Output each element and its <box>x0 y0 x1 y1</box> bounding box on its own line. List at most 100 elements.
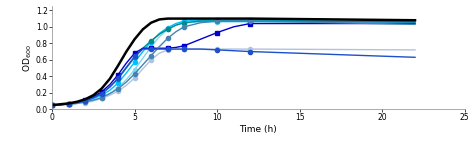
icd <box>156 32 162 34</box>
fumA <box>214 49 220 51</box>
fumA <box>82 100 88 102</box>
cra <box>132 56 137 58</box>
cra <box>231 20 237 22</box>
M935m <box>57 103 63 105</box>
icd <box>82 100 88 102</box>
sucA <box>148 47 154 49</box>
sdhC <box>99 97 104 99</box>
sucA <box>214 32 220 34</box>
mdh <box>214 21 220 23</box>
fumA <box>247 51 253 52</box>
icd <box>247 19 253 21</box>
icd <box>66 103 72 105</box>
sucA <box>231 26 237 28</box>
M935m <box>91 94 96 96</box>
sucC <box>231 48 237 50</box>
sucA <box>132 52 137 54</box>
M935m <box>82 98 88 100</box>
icd <box>107 89 113 91</box>
sucC <box>173 48 179 50</box>
M935m <box>99 88 104 90</box>
mdh <box>173 24 179 26</box>
sdhC <box>66 103 72 105</box>
sucA <box>91 96 96 98</box>
mdh <box>181 22 187 24</box>
cra <box>214 20 220 22</box>
sucC <box>165 49 171 51</box>
sucC <box>181 48 187 50</box>
mdh <box>49 104 55 106</box>
icd <box>124 72 129 74</box>
sdhC <box>247 20 253 22</box>
Line: M935m: M935m <box>52 19 415 105</box>
mdh <box>124 79 129 80</box>
fumA <box>99 93 104 95</box>
M935m <box>231 18 237 20</box>
mdh <box>412 22 418 24</box>
mdh <box>99 97 104 99</box>
sucC <box>412 49 418 51</box>
fumA <box>124 66 129 68</box>
sdhC <box>132 73 137 75</box>
Line: sucC: sucC <box>50 47 417 107</box>
icd <box>231 19 237 21</box>
sdhC <box>198 22 203 24</box>
fumA <box>231 50 237 52</box>
sdhC <box>173 31 179 33</box>
fumA <box>66 103 72 105</box>
sdhC <box>74 102 80 104</box>
sucA <box>49 104 55 106</box>
M935m <box>115 65 121 66</box>
cra <box>66 103 72 105</box>
icd <box>74 102 80 104</box>
mdh <box>156 36 162 38</box>
sdhC <box>124 81 129 83</box>
M935m <box>148 22 154 24</box>
mdh <box>82 101 88 103</box>
M935m <box>198 18 203 20</box>
sucC <box>82 102 88 104</box>
cra <box>181 22 187 24</box>
sucA <box>107 84 113 85</box>
fumA <box>198 48 203 50</box>
M935m <box>214 18 220 20</box>
sdhC <box>57 104 63 106</box>
fumA <box>91 97 96 99</box>
cra <box>148 40 154 42</box>
cra <box>74 102 80 104</box>
mdh <box>66 103 72 105</box>
sucC <box>247 48 253 50</box>
cra <box>82 100 88 102</box>
icd <box>173 23 179 24</box>
sucA <box>57 104 63 106</box>
mdh <box>148 46 154 48</box>
sdhC <box>412 23 418 25</box>
fumA <box>156 48 162 50</box>
fumA <box>165 48 171 50</box>
mdh <box>91 99 96 101</box>
sdhC <box>91 99 96 101</box>
icd <box>115 82 121 84</box>
sdhC <box>181 26 187 28</box>
icd <box>165 27 171 29</box>
icd <box>198 19 203 21</box>
sucA <box>156 47 162 49</box>
cra <box>165 28 171 30</box>
sdhC <box>156 46 162 48</box>
mdh <box>140 57 146 59</box>
sucA <box>99 91 104 93</box>
sucA <box>140 47 146 49</box>
fumA <box>140 48 146 50</box>
Y-axis label: OD$_{600}$: OD$_{600}$ <box>22 44 35 72</box>
sucA <box>82 99 88 101</box>
mdh <box>132 69 137 71</box>
icd <box>99 94 104 96</box>
sucC <box>132 77 137 79</box>
fumA <box>148 48 154 50</box>
sdhC <box>214 20 220 22</box>
M935m <box>140 28 146 30</box>
Line: fumA: fumA <box>50 47 417 107</box>
icd <box>181 20 187 22</box>
cra <box>91 97 96 99</box>
sucA <box>181 45 187 47</box>
